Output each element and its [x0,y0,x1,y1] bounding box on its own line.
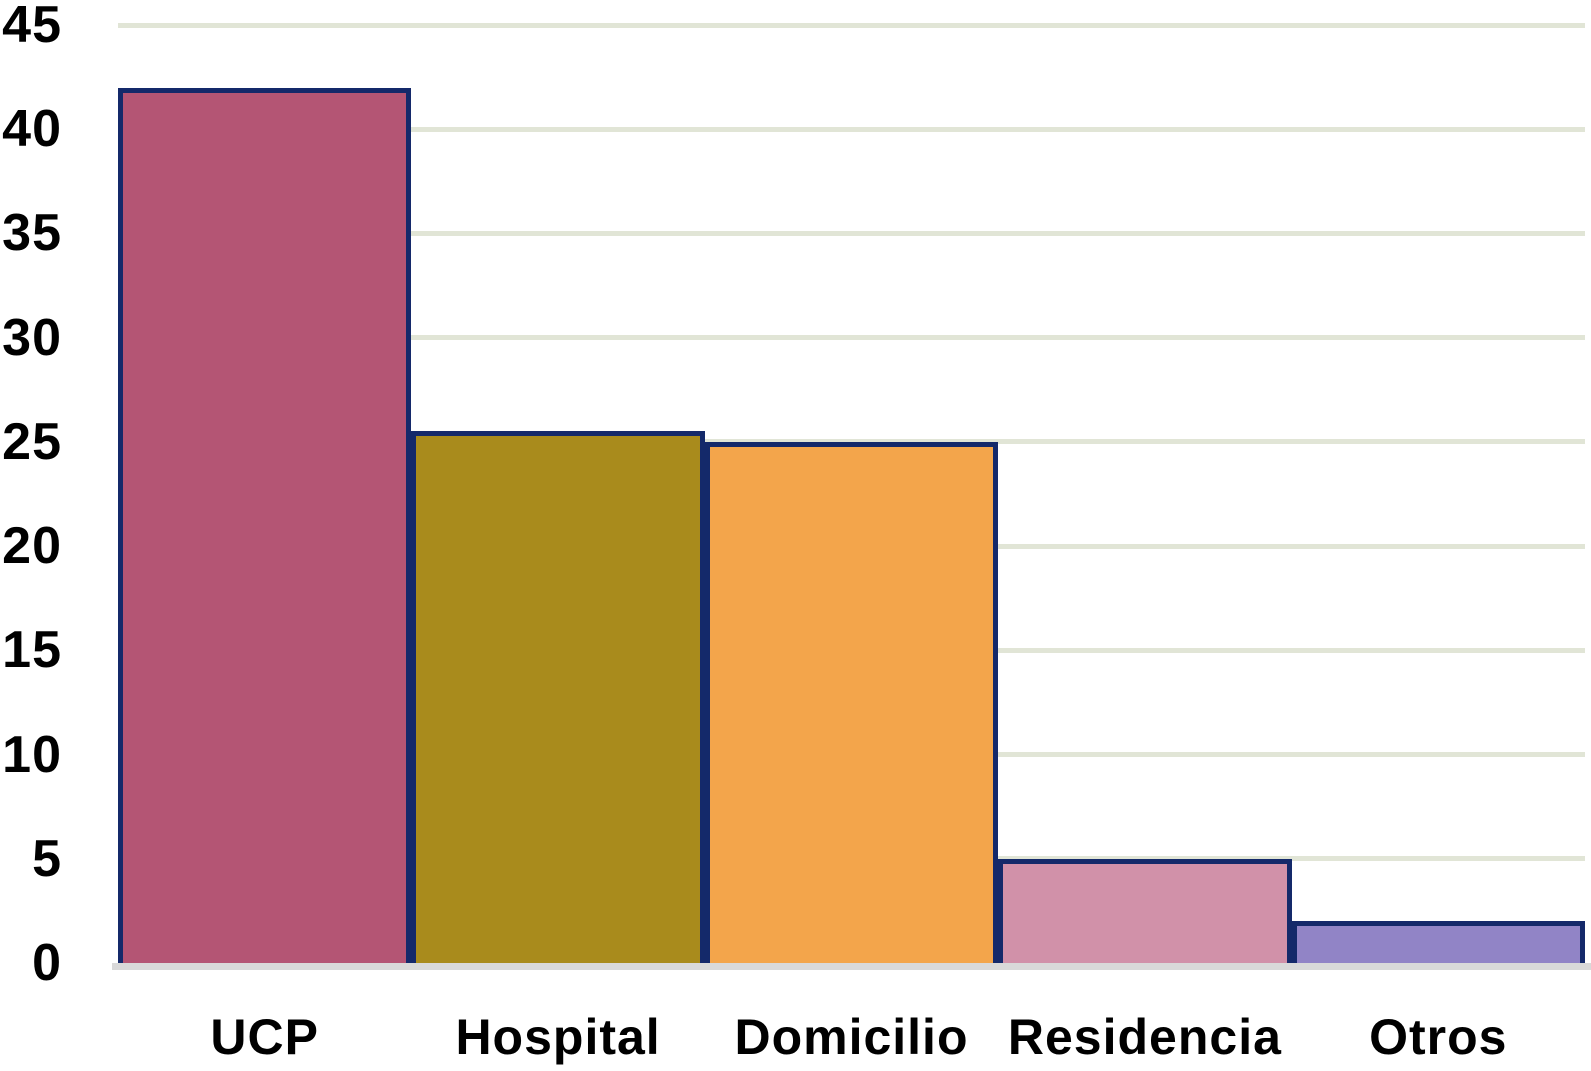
x-category-label-otros: Otros [1369,1009,1508,1065]
bar-otros [1291,921,1585,963]
y-tick-label-0: 0 [32,934,62,992]
gridline-45 [118,22,1585,28]
y-tick-label-30: 30 [2,308,62,367]
bar-hospital [411,431,705,963]
bar-residencia [998,858,1292,963]
gridline-35 [118,230,1585,236]
y-tick-label-20: 20 [2,517,62,576]
x-category-label-hospital: Hospital [455,1009,661,1065]
y-tick-label-40: 40 [2,100,62,159]
x-axis-baseline [112,963,1591,970]
x-category-label-ucp: UCP [210,1009,319,1065]
y-tick-label-45: 45 [2,0,62,54]
gridline-30 [118,335,1585,341]
bar-domicilio [704,441,999,963]
y-tick-label-5: 5 [32,829,62,888]
gridline-40 [118,126,1585,132]
x-category-label-residencia: Residencia [1007,1009,1282,1065]
y-tick-label-25: 25 [2,412,62,471]
bar-ucp [118,87,412,963]
x-category-label-domicilio: Domicilio [734,1009,969,1065]
y-tick-label-15: 15 [2,621,62,680]
y-tick-label-10: 10 [2,725,62,784]
y-tick-label-35: 35 [2,204,62,263]
